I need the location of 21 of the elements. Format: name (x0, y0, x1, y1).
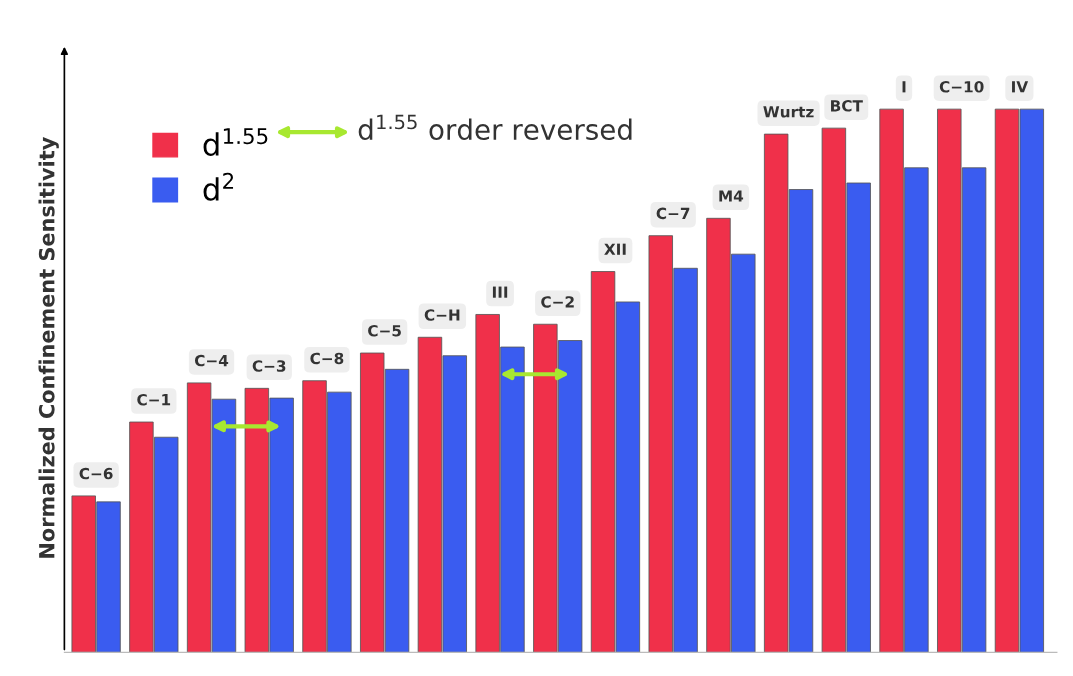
y-axis-title: Normalized Confinement Sensitivity (38, 137, 59, 558)
x-tick-label: XII (604, 243, 626, 255)
x-tick-label: III (492, 286, 508, 298)
x-tick-label: IV (1012, 81, 1029, 93)
x-tick-label: C−8 (310, 352, 344, 365)
x-tick-label: C−1 (137, 393, 171, 406)
legend-label: d$^{1.55}$ (203, 128, 268, 156)
x-tick-label: C−10 (939, 81, 984, 93)
x-tick-label: C−5 (368, 324, 401, 337)
legend-label: d$^{2}$ (203, 172, 234, 201)
x-tick-label: C−7 (656, 207, 690, 220)
x-tick-label: C−H (424, 309, 460, 321)
x-tick-label: C−6 (79, 467, 113, 480)
x-tick-label: M4 (719, 190, 744, 202)
x-tick-label: BCT (831, 100, 863, 112)
x-tick-label: C−3 (252, 360, 286, 372)
annotation: d$^{1.55}$ order reversed (358, 114, 632, 141)
x-tick-label: I (902, 81, 906, 93)
x-tick-label: C−4 (194, 354, 229, 367)
x-tick-label: C−2 (541, 296, 574, 308)
x-tick-label: Wurtz (763, 106, 814, 118)
